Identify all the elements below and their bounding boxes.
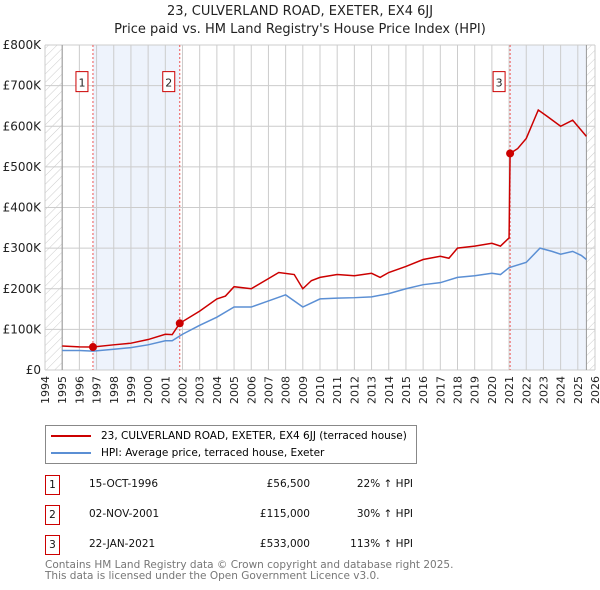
x-tick-label: 2017 [434,376,447,404]
transaction-price: £115,000 [259,508,310,520]
x-tick-label: 1996 [73,376,86,404]
x-tick-label: 2007 [262,376,275,404]
y-tick-label: £0 [26,363,41,377]
y-tick-label: £800K [3,38,43,52]
sale-label-box [162,71,176,93]
x-tick-label: 2012 [348,376,361,404]
x-tick-label: 2021 [503,376,516,404]
x-tick-label: 2008 [280,376,293,404]
x-tick-label: 2005 [228,376,241,404]
transaction-date: 22-JAN-2021 [89,538,156,550]
chart-title: 23, CULVERLAND ROAD, EXETER, EX4 6JJ [166,4,434,19]
x-tick-label: 2022 [520,376,533,404]
legend-label: HPI: Average price, terraced house, Exet… [101,447,325,459]
sale-label: 3 [496,77,503,90]
y-tick-label: £300K [3,241,43,255]
x-tick-label: 1994 [39,376,52,404]
transaction-hpi-change: 22% ↑ HPI [356,478,413,490]
price-paid-line [62,108,587,348]
y-tick-label: £500K [3,160,43,174]
sale-point [506,149,515,158]
x-tick-label: 2026 [589,376,600,404]
transaction-price: £533,000 [259,538,310,550]
x-tick-label: 2025 [572,376,585,404]
sale-label: 1 [78,77,85,90]
x-tick-label: 2000 [142,376,155,404]
legend: 23, CULVERLAND ROAD, EXETER, EX4 6JJ (te… [45,425,417,464]
legend-item-hpi: HPI: Average price, terraced house, Exet… [51,447,324,459]
x-tick-label: 2013 [366,376,379,404]
sale-point [175,319,184,328]
x-tick-label: 1998 [108,376,121,404]
x-tick-label: 2006 [245,376,258,404]
transaction-date: 15-OCT-1996 [89,478,158,490]
x-tick-label: 1997 [91,376,104,404]
sale-label-box [492,71,506,93]
transaction-number: 3 [45,535,60,555]
x-tick-label: 2015 [400,376,413,404]
transaction-date: 02-NOV-2001 [89,508,160,520]
legend-label: 23, CULVERLAND ROAD, EXETER, EX4 6JJ (te… [101,430,407,442]
x-tick-label: 2003 [194,376,207,404]
hpi-line [62,247,587,352]
transaction-number: 1 [45,475,60,495]
y-tick-label: £400K [3,201,43,215]
transaction-number: 2 [45,505,60,525]
x-tick-label: 2018 [452,376,465,404]
footer-line: This data is licensed under the Open Gov… [45,570,380,582]
y-tick-label: £600K [3,119,43,133]
x-tick-label: 2009 [297,376,310,404]
x-tick-label: 2020 [486,376,499,404]
y-tick-label: £200K [3,282,43,296]
sale-point [88,343,97,352]
x-tick-label: 2002 [177,376,190,404]
sale-label-box [75,71,89,93]
x-tick-label: 2004 [211,376,224,404]
legend-swatch-blue [51,452,91,454]
sale-label: 2 [165,77,172,90]
x-tick-label: 2010 [314,376,327,404]
x-tick-label: 1999 [125,376,138,404]
transaction-hpi-change: 113% ↑ HPI [350,538,413,550]
y-tick-label: £100K [3,322,43,336]
y-tick-label: £700K [3,79,43,93]
x-tick-label: 1995 [56,376,69,404]
x-tick-label: 2014 [383,376,396,404]
x-tick-label: 2016 [417,376,430,404]
x-tick-label: 2011 [331,376,344,404]
transaction-price: £56,500 [266,478,310,490]
x-tick-label: 2001 [159,376,172,404]
x-tick-label: 2019 [469,376,482,404]
chart-subtitle: Price paid vs. HM Land Registry's House … [114,22,486,37]
transaction-hpi-change: 30% ↑ HPI [356,508,413,520]
price-chart: 1994 1995 1996 1997 1998 1999 2000 2001 2002 2003… [3,38,600,404]
legend-item-property: 23, CULVERLAND ROAD, EXETER, EX4 6JJ (te… [51,430,407,442]
footer-line: Contains HM Land Registry data © Crown c… [45,559,454,571]
x-tick-label: 2024 [555,376,568,404]
legend-swatch-red [51,435,91,437]
x-tick-label: 2023 [537,376,550,404]
footer: Contains HM Land Registry data © Crown c… [45,560,453,582]
